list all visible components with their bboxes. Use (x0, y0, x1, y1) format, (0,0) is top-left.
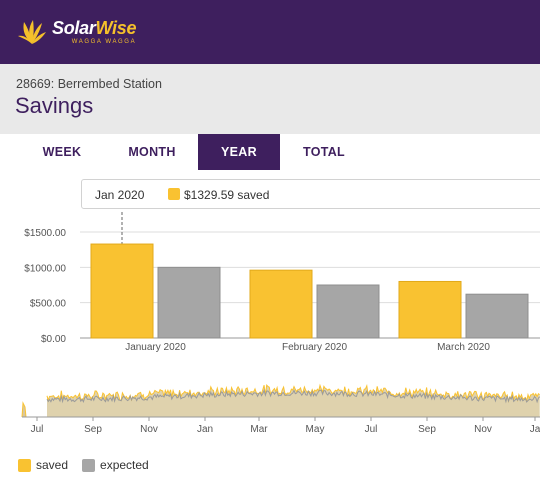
brush-x-label: May (306, 424, 325, 435)
brush-x-label: Jul (365, 424, 378, 435)
page-header: 28669: Berrembed Station Savings (0, 64, 540, 134)
bar-saved[interactable] (398, 280, 462, 339)
brush-saved-line (46, 383, 540, 403)
x-category-label: March 2020 (437, 342, 490, 353)
tab-month[interactable]: MONTH (128, 145, 176, 159)
bar-expected[interactable] (157, 266, 221, 339)
bar-saved[interactable] (90, 243, 154, 339)
tooltip-value: $1329.59 saved (184, 188, 270, 202)
legend-expected-label[interactable]: expected (100, 458, 149, 472)
brush-x-label: Nov (474, 424, 492, 435)
timeline-brush-chart[interactable]: Jul Sep Nov Jan Mar May Jul Sep Nov Ja (0, 365, 540, 435)
tooltip-date: Jan 2020 (95, 188, 145, 202)
y-tick-label: $500.00 (30, 299, 67, 310)
logo-tagline: WAGGA WAGGA (71, 39, 137, 45)
brush-x-label: Mar (250, 424, 268, 435)
x-category-label: January 2020 (125, 342, 186, 353)
legend-saved-swatch (18, 458, 31, 472)
brush-x-label: Sep (418, 424, 436, 435)
brush-saved-area (47, 385, 540, 417)
bar-saved[interactable] (249, 269, 313, 339)
brush-x-label: Jul (31, 424, 44, 435)
x-category-label: February 2020 (282, 342, 347, 353)
tab-week[interactable]: WEEK (42, 145, 82, 159)
y-tick-label: $1000.00 (24, 263, 66, 274)
tooltip-saved-swatch (168, 188, 180, 200)
solarwise-logo[interactable]: SolarWise WAGGA WAGGA (16, 12, 136, 52)
brush-x-label: Ja (530, 424, 540, 435)
sun-logo-icon (18, 20, 46, 44)
brush-x-label: Jan (197, 424, 213, 435)
tab-year[interactable]: YEAR (198, 134, 280, 170)
bar-expected[interactable] (465, 293, 529, 339)
legend-expected-swatch (82, 458, 96, 472)
top-bar: SolarWise WAGGA WAGGA (0, 0, 540, 64)
station-name: 28669: Berrembed Station (16, 77, 162, 91)
period-tabs: WEEK MONTH YEAR TOTAL (0, 134, 540, 170)
y-tick-label: $0.00 (41, 334, 66, 345)
brush-expected-line (46, 388, 540, 404)
savings-bar-chart[interactable]: $0.00 $500.00 $1000.00 $1500.00 January 2020… (0, 212, 540, 357)
chart-legend: saved expected (18, 457, 163, 473)
page-title: Savings (15, 93, 94, 118)
logo-wordmark: SolarWise (52, 18, 137, 38)
brush-spike (21, 401, 27, 418)
brush-x-label: Nov (140, 424, 158, 435)
bar-expected[interactable] (316, 284, 380, 339)
chart-tooltip: Jan 2020 $1329.59 saved (81, 179, 540, 209)
tab-total[interactable]: TOTAL (302, 145, 345, 159)
brush-x-label: Sep (84, 424, 102, 435)
legend-saved-label[interactable]: saved (36, 458, 69, 472)
y-tick-label: $1500.00 (24, 228, 66, 239)
